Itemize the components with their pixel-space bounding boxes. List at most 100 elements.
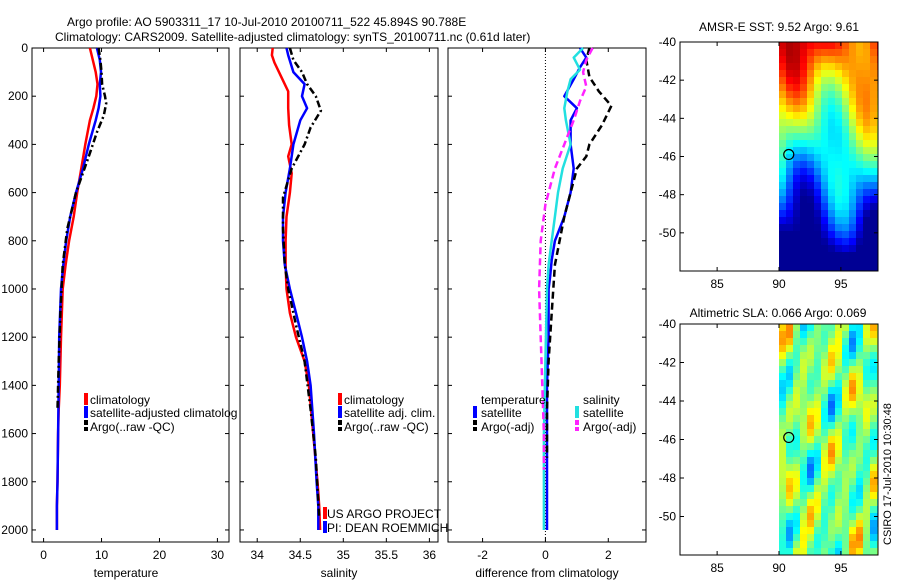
map-cell [779,49,787,57]
map-cell [856,429,864,437]
series-temperature-argo-adj- [545,47,613,458]
map-cell [821,224,829,232]
map-cell [779,534,787,542]
map-cell [793,520,801,528]
map-cell [814,266,822,271]
map-cell [821,119,829,127]
map-cell [870,499,878,507]
map-cell [779,541,787,549]
map-cell [779,527,787,535]
map-cell [842,492,850,500]
map-cell [786,56,794,64]
map-cell [835,471,843,479]
map-cell [779,478,787,486]
map-cell [856,520,864,528]
map-cell [828,513,836,521]
map-lon-label: 90 [772,561,786,575]
map-cell [863,436,871,444]
temperature-x-ticks: 0 10 20 30 [40,48,224,562]
map-cell [863,126,871,134]
map-cell [821,415,829,423]
map-cell [821,457,829,465]
x-tick-label: 36 [423,548,437,562]
map-cell [793,380,801,388]
map-cell [870,506,878,514]
map-cell [863,534,871,542]
map-cell [835,231,843,239]
map-cell [870,527,878,535]
map-cell [842,338,850,346]
map-cell [863,429,871,437]
map-cell [779,105,787,113]
map-cell [821,147,829,155]
map-cell [793,401,801,409]
map-cell [842,429,850,437]
map-cell [856,436,864,444]
legend-swatch-argo-a [84,420,88,425]
map-cell [793,352,801,360]
map-cell [835,252,843,260]
map-cell [856,373,864,381]
map-cell [849,366,857,374]
map-cell [800,345,808,353]
map-cell [828,520,836,528]
map-cell [863,478,871,486]
map-cell [842,224,850,232]
sst-map-panel: AMSR-E SST: 9.52 Argo: 9.61 -40 -42 -44 -46… [659,20,879,291]
map-cell [800,56,808,64]
map-cell [779,217,787,225]
map-cell [863,415,871,423]
map-cell [870,415,878,423]
map-cell [807,245,815,253]
map-cell [821,408,829,416]
map-cell [807,415,815,423]
map-lon-label: 95 [834,277,848,291]
map-cell [786,527,794,535]
map-cell [870,98,878,106]
map-cell [807,527,815,535]
map-cell [786,140,794,148]
map-cell [870,147,878,155]
map-cell [786,224,794,232]
map-cell [870,485,878,493]
map-cell [842,366,850,374]
legend-swatch-temp-argo-b [473,427,477,431]
map-cell [863,210,871,218]
map-cell [786,161,794,169]
map-cell [807,345,815,353]
legend-label-satellite-adjusted: satellite-adjusted climatolog [90,406,237,420]
map-cell [814,182,822,190]
map-cell [870,380,878,388]
map-cell [835,70,843,78]
map-cell [849,429,857,437]
figure-title-line1: Argo profile: AO 5903311_17 10-Jul-2010 … [67,15,466,29]
map-cell [779,422,787,430]
depth-tick-label: 0 [21,41,28,55]
map-cell [863,401,871,409]
map-cell [828,49,836,57]
map-cell [807,401,815,409]
map-cell [863,259,871,267]
map-cell [849,499,857,507]
map-cell [779,224,787,232]
legend-group-salinity: salinity [583,393,620,407]
salinity-axes-frame [239,47,439,543]
map-cell [821,436,829,444]
map-cell [835,91,843,99]
map-cell [828,352,836,360]
difference-legend: temperature satellite Argo(-adj) salinit… [473,393,636,434]
map-cell [863,140,871,148]
map-cell [842,168,850,176]
map-cell [856,189,864,197]
map-cell [807,331,815,339]
map-cell [842,394,850,402]
map-cell [807,98,815,106]
map-cell [814,541,822,549]
map-cell [828,56,836,64]
map-cell [793,168,801,176]
legend-swatch-climatology [338,393,342,405]
map-cell [807,196,815,204]
map-cell [793,147,801,155]
map-cell [821,49,829,57]
map-cell [800,380,808,388]
